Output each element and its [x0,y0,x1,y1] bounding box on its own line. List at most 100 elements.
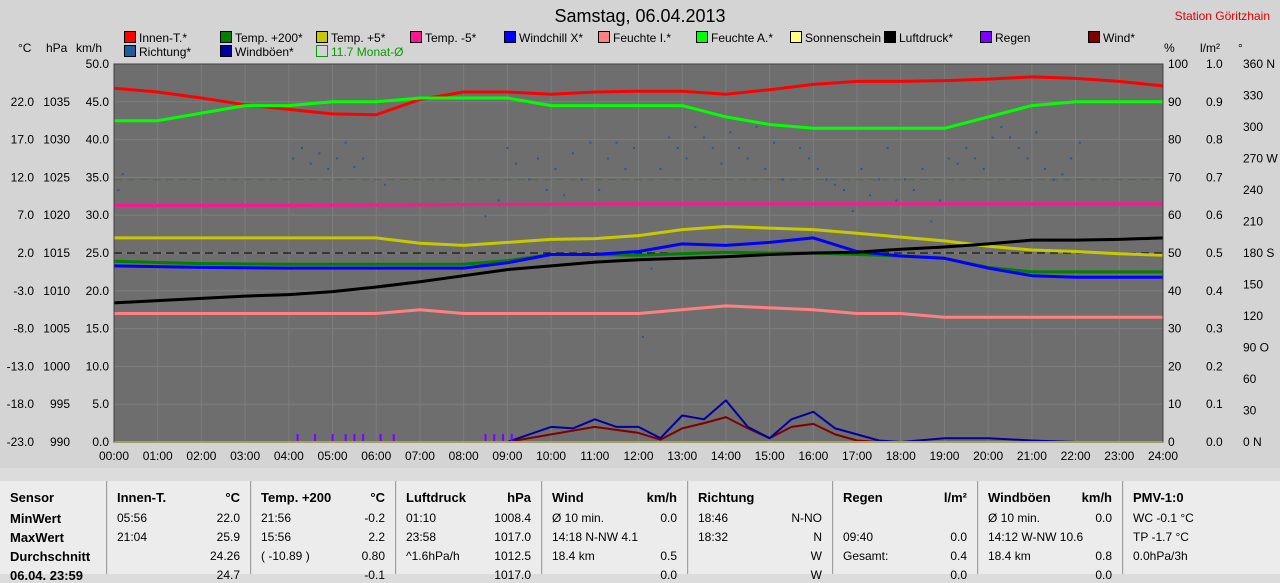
legend-swatch [504,31,516,43]
table-cell-label: 01:10 [406,511,437,525]
direction-point [939,199,942,202]
tick-label-humidity: 10 [1168,397,1182,411]
tick-label-time: 05:00 [318,449,348,463]
direction-point [869,194,872,197]
table-cell-value: 24.7 [216,568,240,582]
tick-label-time: 03:00 [230,449,260,463]
legend-item: Wind* [1088,31,1135,45]
legend-swatch [220,45,232,57]
legend-label: Windböen* [235,45,294,59]
direction-point [991,136,994,139]
plot-border [113,63,1164,443]
tick-label-wind: 20.0 [86,284,110,298]
tick-label-temp: 7.0 [17,208,34,222]
direction-point [515,162,518,165]
tick-label-time: 23:00 [1104,449,1134,463]
column-unit: hPa [507,490,531,505]
legend-label: Feuchte A.* [711,31,774,45]
direction-point [921,168,924,170]
statistics-table: Sensor MinWert MaxWert Durchschnitt 06.04. 2… [0,481,1280,583]
tick-label-time: 15:00 [755,449,785,463]
tick-label-time: 08:00 [449,449,479,463]
legend-swatch [790,31,802,43]
tick-label-wind: 30.0 [86,208,110,222]
table-column: Temp. +200 °C 21:56 -0.2 15:56 2.2 ( -10.89 ) 0… [252,481,396,582]
legend-label: Temp. +200* [235,31,303,45]
direction-point [353,165,356,168]
tick-label-pressure: 1005 [43,322,70,336]
table-cell-value: 25.9 [216,530,240,544]
direction-point [694,126,697,128]
tick-label-temp: 2.0 [17,246,34,260]
direction-point [1026,157,1029,160]
legend-swatch [220,31,232,43]
tick-label-time: 06:00 [361,449,391,463]
table-cell-label: 21:04 [117,530,148,544]
table-cell-value: 0.0 [660,511,677,525]
legend-item: Sonnenschein [790,31,881,45]
direction-point [528,178,531,181]
tick-label-humidity: 30 [1168,322,1182,336]
table-cell-label: 14:18 N-NW 4.1 [552,530,639,544]
tick-label-time: 19:00 [929,449,959,463]
tick-label-pressure: 1000 [43,359,70,373]
tick-label-time: 10:00 [536,449,566,463]
direction-point [117,189,120,191]
column-unit: km/h [1081,490,1112,505]
legend-swatch [696,31,708,43]
tick-label-pressure: 995 [50,397,70,411]
tick-label-rain: 0.1 [1206,397,1223,411]
row-label: MaxWert [10,530,64,545]
table-column-labels: Sensor MinWert MaxWert Durchschnitt 06.04. 2… [0,481,107,583]
tick-label-rain: 1.0 [1206,57,1223,71]
column-header: Regen [843,490,883,505]
tick-label-direction: 270 W [1243,152,1278,166]
tick-label-pressure: 1025 [43,170,70,184]
chart-area: Samstag, 06.04.2013 Station Göritzhain I… [6,6,1279,463]
legend-item: Feuchte I.* [598,31,671,45]
table-cell-label: TP -1.7 °C [1133,530,1189,544]
table-cell-value: 2.2 [368,530,385,544]
direction-point [327,168,330,170]
row-label: Durchschnitt [10,549,91,564]
table-cell-label: 09:40 [843,530,874,544]
tick-label-temp: -8.0 [13,322,34,336]
direction-point [344,141,347,144]
legend-swatch [124,45,136,57]
unit-percent: % [1164,41,1175,55]
tick-label-direction: 0 N [1243,435,1262,449]
tick-label-pressure: 1030 [43,133,70,147]
direction-point [641,336,644,338]
tick-label-time: 14:00 [711,449,741,463]
direction-point [1017,147,1020,149]
table-cell-label: ^1.6hPa/h [406,549,460,563]
column-header: Windböen [988,490,1051,505]
table-cell-label: WC -0.1 °C [1133,511,1194,525]
tick-label-wind: 0.0 [92,435,109,449]
table-column: PMV-1:0 WC -0.1 °C TP -1.7 °C 0.0hPa/3h [1124,481,1280,574]
legend-item: Innen-T.* [124,31,187,45]
direction-point [598,189,601,191]
direction-point [624,168,627,170]
tick-label-humidity: 20 [1168,359,1182,373]
table-cell-value: 0.4 [950,549,967,563]
direction-point [606,157,609,160]
tick-label-rain: 0.2 [1206,359,1223,373]
rain-bar [344,434,347,442]
direction-point [563,194,566,197]
tick-label-time: 20:00 [973,449,1003,463]
tick-label-rain: 0.4 [1206,284,1223,298]
direction-point [497,199,500,202]
direction-point [1009,136,1012,139]
tick-label-temp: -23.0 [7,435,35,449]
legend-item: Regen [980,31,1030,45]
table-cell-value: 24.26 [209,549,240,563]
direction-point [668,136,671,139]
direction-point [930,220,933,223]
tick-label-time: 00:00 [99,449,129,463]
table-cell-label: 14:12 W-NW 10.6 [988,530,1084,544]
tick-label-time: 17:00 [842,449,872,463]
series-line-innen-t- [113,75,1164,117]
table-column: Windböen km/h Ø 10 min. 0.0 14:12 W-NW 10.6 1… [979,481,1123,582]
legend-label: Feuchte I.* [613,31,672,45]
